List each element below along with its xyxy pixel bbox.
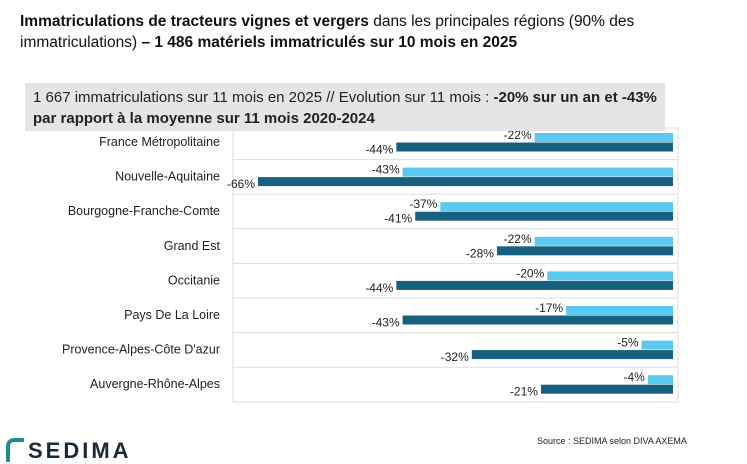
title-bold-suffix: – 1 486 matériels immatriculés sur 10 mo…: [141, 34, 518, 51]
bar-dark: [415, 211, 673, 221]
source-note: Source : SEDIMA selon DIVA AXEMA: [537, 436, 687, 446]
bar-light: [440, 202, 673, 212]
bar-dark: [396, 142, 673, 152]
data-label: -22%: [504, 232, 532, 246]
data-label: -21%: [510, 385, 538, 399]
chart-title: Immatriculations de tracteurs vignes et …: [20, 11, 740, 53]
title-normal: dans les principales régions (90% des im…: [20, 13, 635, 51]
logo-icon: [6, 438, 24, 462]
data-label: -43%: [372, 163, 400, 177]
bar-light: [566, 306, 673, 315]
title-bold: Immatriculations de tracteurs vignes et …: [20, 13, 369, 30]
data-label: -5%: [617, 336, 639, 350]
category-label: Provence-Alpes-Côte D'azur: [62, 343, 220, 357]
bar-dark: [496, 246, 673, 256]
data-label: -43%: [372, 316, 400, 330]
bar-dark: [471, 350, 673, 360]
bar-dark: [402, 315, 673, 325]
category-label: Nouvelle-Aquitaine: [115, 170, 220, 184]
category-label: Occitanie: [168, 273, 220, 287]
data-label: -22%: [504, 128, 532, 142]
data-label: -4%: [624, 370, 646, 384]
data-label: -37%: [409, 197, 437, 211]
data-label: -41%: [384, 212, 412, 226]
category-label: Grand Est: [164, 239, 221, 253]
data-label: -44%: [365, 143, 393, 157]
bar-dark: [540, 384, 673, 394]
callout-bold: -20% sur un an et -43% par rapport à la …: [33, 89, 657, 127]
sedima-logo: SEDIMA: [6, 438, 132, 464]
bar-dark: [396, 280, 673, 290]
bar-light: [647, 375, 673, 385]
category-label: Auvergne-Rhône-Alpes: [90, 377, 220, 391]
data-label: -20%: [516, 266, 544, 280]
bar-light: [547, 271, 673, 281]
callout-box: 1 667 immatriculations sur 11 mois en 20…: [25, 83, 665, 131]
category-label: France Métropolitaine: [99, 135, 220, 149]
category-label: Pays De La Loire: [124, 308, 220, 322]
data-label: -32%: [441, 350, 469, 364]
bar-light: [534, 133, 673, 142]
callout-normal: 1 667 immatriculations sur 11 mois en 20…: [33, 89, 494, 106]
category-label: Bourgogne-Franche-Comte: [68, 204, 220, 218]
bar-light: [534, 236, 673, 246]
data-label: -66%: [227, 177, 255, 191]
data-label: -17%: [535, 301, 563, 315]
data-label: -28%: [466, 246, 494, 260]
bar-light: [402, 167, 673, 177]
bar-light: [641, 340, 673, 350]
data-label: -44%: [365, 281, 393, 295]
bar-dark: [258, 177, 673, 187]
